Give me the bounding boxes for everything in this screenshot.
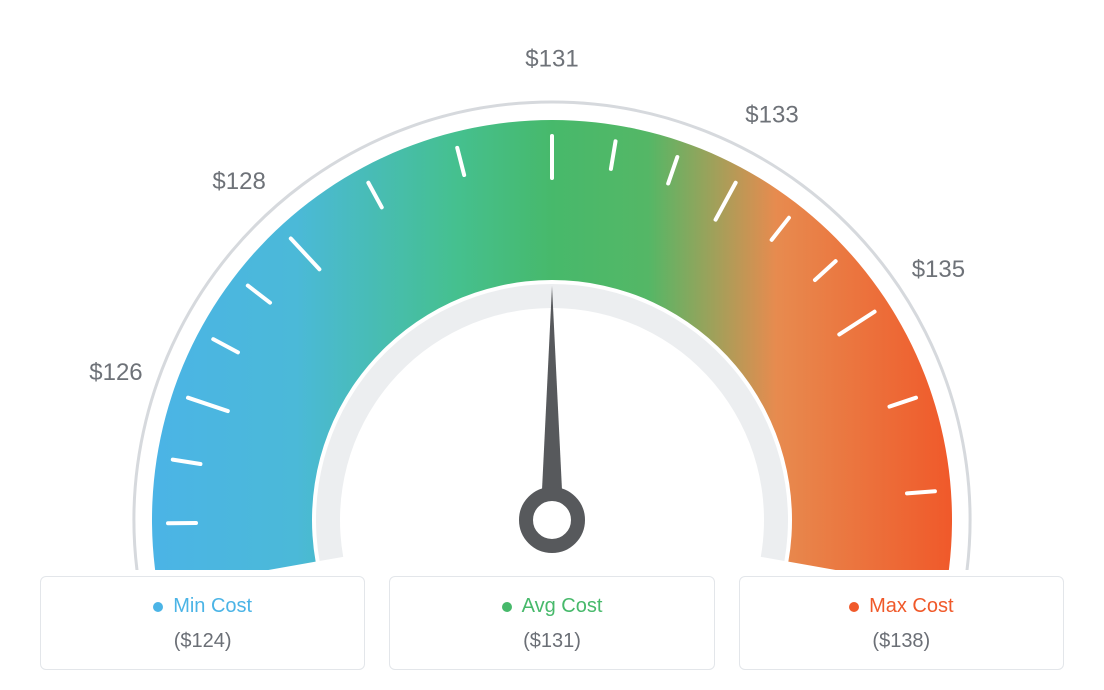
gauge-tick-label: $128 xyxy=(212,168,265,195)
legend-value-avg: ($131) xyxy=(400,630,703,653)
cost-gauge-chart: $124$126$128$131$133$135$138 Min Cost ($… xyxy=(0,0,1104,690)
legend-text-avg: Avg Cost xyxy=(522,595,603,618)
legend-value-min: ($124) xyxy=(51,630,354,653)
legend-value-max: ($138) xyxy=(750,630,1053,653)
gauge-svg: $124$126$128$131$133$135$138 xyxy=(0,0,1104,570)
legend-label-min: Min Cost xyxy=(51,595,354,618)
legend-label-max: Max Cost xyxy=(750,595,1053,618)
legend-dot-avg xyxy=(502,602,512,612)
gauge-tick-label: $133 xyxy=(745,101,798,128)
gauge-minor-tick xyxy=(907,491,935,493)
legend-card-avg: Avg Cost ($131) xyxy=(389,576,714,670)
gauge-tick-label: $131 xyxy=(525,45,578,72)
legend-card-max: Max Cost ($138) xyxy=(739,576,1064,670)
gauge-hub xyxy=(526,494,578,546)
gauge-tick-label: $135 xyxy=(912,256,965,283)
legend-dot-max xyxy=(849,602,859,612)
legend-text-min: Min Cost xyxy=(173,595,252,618)
legend-row: Min Cost ($124) Avg Cost ($131) Max Cost… xyxy=(0,576,1104,670)
legend-text-max: Max Cost xyxy=(869,595,953,618)
legend-card-min: Min Cost ($124) xyxy=(40,576,365,670)
legend-label-avg: Avg Cost xyxy=(400,595,703,618)
gauge-tick-label: $126 xyxy=(89,359,142,386)
gauge-needle xyxy=(542,286,562,490)
legend-dot-min xyxy=(153,602,163,612)
